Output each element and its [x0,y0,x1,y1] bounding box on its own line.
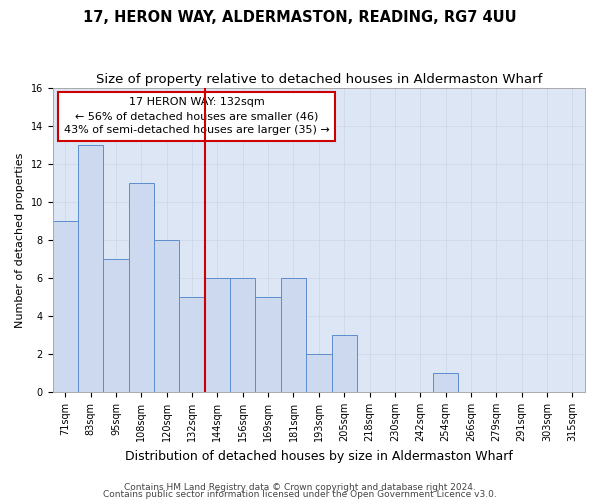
Title: Size of property relative to detached houses in Aldermaston Wharf: Size of property relative to detached ho… [95,72,542,86]
Y-axis label: Number of detached properties: Number of detached properties [15,152,25,328]
Text: Contains HM Land Registry data © Crown copyright and database right 2024.: Contains HM Land Registry data © Crown c… [124,484,476,492]
X-axis label: Distribution of detached houses by size in Aldermaston Wharf: Distribution of detached houses by size … [125,450,513,462]
Bar [281,278,306,392]
Bar [154,240,179,392]
Bar [103,259,129,392]
Bar [179,297,205,392]
Bar [332,335,357,392]
Bar [53,221,78,392]
Text: Contains public sector information licensed under the Open Government Licence v3: Contains public sector information licen… [103,490,497,499]
Bar [78,145,103,392]
Bar [205,278,230,392]
Bar [129,183,154,392]
Bar [230,278,256,392]
Bar [306,354,332,392]
Text: 17, HERON WAY, ALDERMASTON, READING, RG7 4UU: 17, HERON WAY, ALDERMASTON, READING, RG7… [83,10,517,25]
Bar [256,297,281,392]
Text: 17 HERON WAY: 132sqm
← 56% of detached houses are smaller (46)
43% of semi-detac: 17 HERON WAY: 132sqm ← 56% of detached h… [64,97,329,135]
Bar [433,373,458,392]
